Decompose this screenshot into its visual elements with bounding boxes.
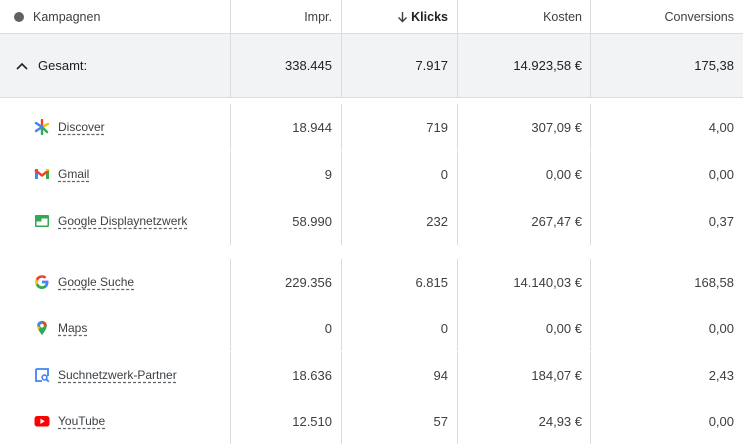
- table-row: Google Suche 229.356 6.815 14.140,03 € 1…: [0, 259, 743, 305]
- impressions-cell: 58.990: [231, 197, 342, 245]
- network-name-link[interactable]: Suchnetzwerk-Partner: [58, 368, 177, 382]
- conversions-cell: 2,43: [708, 367, 734, 383]
- conversions-cell: 4,00: [708, 119, 734, 135]
- header-clicks-label: Klicks: [411, 9, 448, 24]
- network-name-link[interactable]: Maps: [58, 321, 88, 335]
- maps-pin-icon: [34, 320, 50, 336]
- costs-cell: 184,07 €: [458, 352, 591, 398]
- header-campaigns[interactable]: Kampagnen: [0, 0, 231, 33]
- table-row: Google Displaynetzwerk 58.990 232 267,47…: [0, 197, 743, 245]
- total-costs: 14.923,58 €: [458, 34, 591, 97]
- network-cell: Suchnetzwerk-Partner: [0, 352, 231, 398]
- conversions-cell: 168,58: [694, 274, 734, 290]
- clicks-cell: 0: [342, 151, 458, 197]
- impressions-cell: 18.944: [231, 104, 342, 150]
- gmail-icon: [34, 166, 50, 182]
- display-network-icon: [34, 213, 50, 229]
- network-cell: Discover: [0, 104, 231, 150]
- total-label: Gesamt:: [38, 58, 88, 73]
- costs-cell: 267,47 €: [458, 197, 591, 245]
- conversions-cell: 0,00: [708, 320, 734, 336]
- youtube-icon: [34, 413, 50, 429]
- costs-cell: 307,09 €: [458, 104, 591, 150]
- network-cell: Maps: [0, 305, 231, 351]
- header-clicks[interactable]: Klicks: [342, 0, 458, 33]
- header-campaigns-label: Kampagnen: [33, 9, 101, 24]
- costs-cell: 24,93 €: [458, 398, 591, 444]
- header-impressions[interactable]: Impr.: [231, 0, 342, 33]
- google-search-icon: [34, 274, 50, 290]
- network-name-link[interactable]: Discover: [58, 120, 105, 134]
- table-row: Suchnetzwerk-Partner 18.636 94 184,07 € …: [0, 352, 743, 398]
- network-name-link[interactable]: YouTube: [58, 414, 106, 428]
- network-cell: YouTube: [0, 398, 231, 444]
- costs-cell: 14.140,03 €: [458, 259, 591, 305]
- clicks-cell: 232: [342, 197, 458, 245]
- chevron-up-icon[interactable]: [16, 62, 28, 70]
- total-impressions: 338.445: [231, 34, 342, 97]
- total-conversions: 175,38: [694, 58, 734, 73]
- table-header: Kampagnen Impr. Klicks Kosten Conversion…: [0, 0, 743, 34]
- header-costs-label: Kosten: [543, 9, 582, 24]
- table-row: YouTube 12.510 57 24,93 € 0,00: [0, 398, 743, 444]
- impressions-cell: 229.356: [231, 259, 342, 305]
- status-dot-icon: [14, 11, 24, 22]
- sort-descending-icon: [397, 11, 408, 23]
- conversions-cell: 0,00: [708, 413, 734, 429]
- impressions-cell: 0: [231, 305, 342, 351]
- header-conversions-label: Conversions: [664, 9, 734, 24]
- network-name-link[interactable]: Gmail: [58, 167, 90, 181]
- impressions-cell: 18.636: [231, 352, 342, 398]
- table-row: Gmail 9 0 0,00 € 0,00: [0, 151, 743, 197]
- total-label-cell[interactable]: Gesamt:: [0, 34, 231, 97]
- clicks-cell: 0: [342, 305, 458, 351]
- clicks-cell: 94: [342, 352, 458, 398]
- search-partner-icon: [34, 367, 50, 383]
- impressions-cell: 9: [231, 151, 342, 197]
- costs-cell: 0,00 €: [458, 305, 591, 351]
- clicks-cell: 6.815: [342, 259, 458, 305]
- total-row: Gesamt: 338.445 7.917 14.923,58 € 175,38: [0, 34, 743, 98]
- discover-icon: [34, 119, 50, 135]
- header-costs[interactable]: Kosten: [458, 0, 591, 33]
- network-name-link[interactable]: Google Suche: [58, 275, 135, 289]
- impressions-cell: 12.510: [231, 398, 342, 444]
- clicks-cell: 57: [342, 398, 458, 444]
- network-name-link[interactable]: Google Displaynetzwerk: [58, 214, 188, 228]
- header-conversions[interactable]: Conversions: [591, 0, 743, 33]
- network-cell: Google Displaynetzwerk: [0, 197, 231, 245]
- conversions-cell: 0,37: [708, 213, 734, 229]
- table-row: Discover 18.944 719 307,09 € 4,00: [0, 104, 743, 150]
- total-clicks: 7.917: [342, 34, 458, 97]
- conversions-cell: 0,00: [708, 166, 734, 182]
- table-row: Maps 0 0 0,00 € 0,00: [0, 305, 743, 351]
- network-cell: Google Suche: [0, 259, 231, 305]
- network-cell: Gmail: [0, 151, 231, 197]
- clicks-cell: 719: [342, 104, 458, 150]
- costs-cell: 0,00 €: [458, 151, 591, 197]
- header-impressions-label: Impr.: [304, 9, 332, 24]
